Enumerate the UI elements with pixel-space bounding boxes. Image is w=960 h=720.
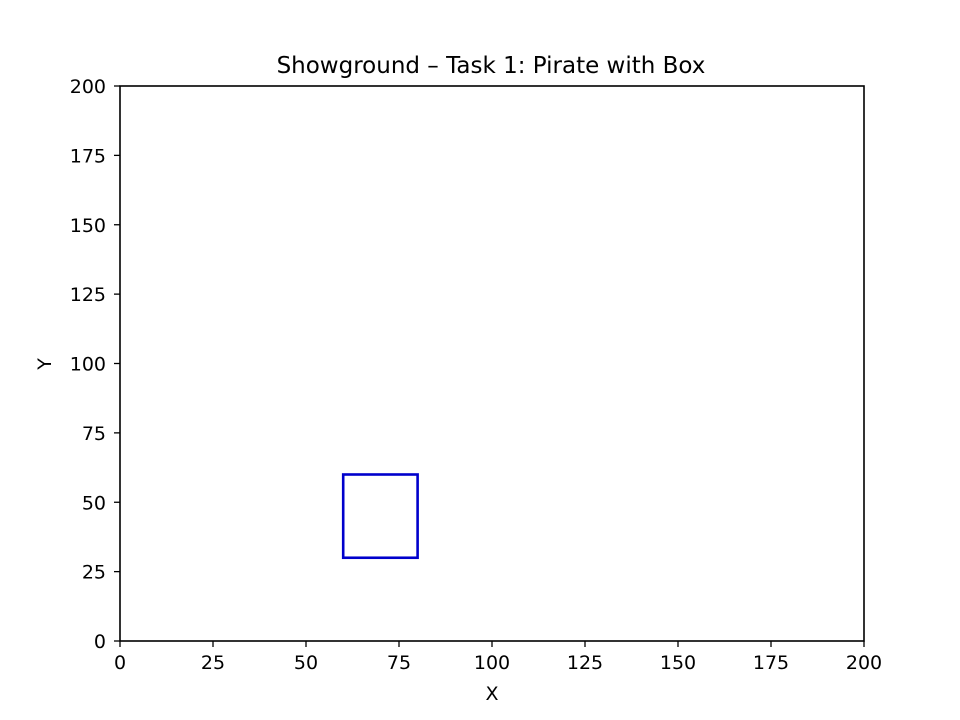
x-tick-label: 125 — [567, 652, 603, 674]
box-shape — [341, 473, 419, 560]
y-tick-label: 125 — [70, 284, 106, 306]
x-tick-label: 50 — [294, 652, 318, 674]
y-axis-label: Y — [34, 358, 56, 371]
x-tick-label: 200 — [846, 652, 882, 674]
y-tick-label: 50 — [82, 492, 106, 514]
x-axis-ticks: 0 25 50 75 100 125 150 175 200 — [114, 641, 882, 674]
x-tick-label: 100 — [474, 652, 510, 674]
x-tick-label: 150 — [660, 652, 696, 674]
y-tick-label: 175 — [70, 145, 106, 167]
y-tick-label: 75 — [82, 423, 106, 445]
shapes-layer — [341, 473, 419, 560]
x-tick-label: 75 — [387, 652, 411, 674]
y-tick-label: 200 — [70, 76, 106, 98]
x-tick-label: 25 — [201, 652, 225, 674]
y-tick-label: 25 — [82, 562, 106, 584]
x-tick-label: 0 — [114, 652, 126, 674]
y-axis-ticks: 0 25 50 75 100 125 150 175 200 — [70, 76, 120, 653]
y-tick-label: 100 — [70, 354, 106, 376]
y-tick-label: 150 — [70, 215, 106, 237]
y-tick-label: 0 — [94, 631, 106, 653]
x-axis-label: X — [485, 683, 498, 705]
chart-title: Showground – Task 1: Pirate with Box — [277, 53, 706, 79]
x-tick-label: 175 — [753, 652, 789, 674]
